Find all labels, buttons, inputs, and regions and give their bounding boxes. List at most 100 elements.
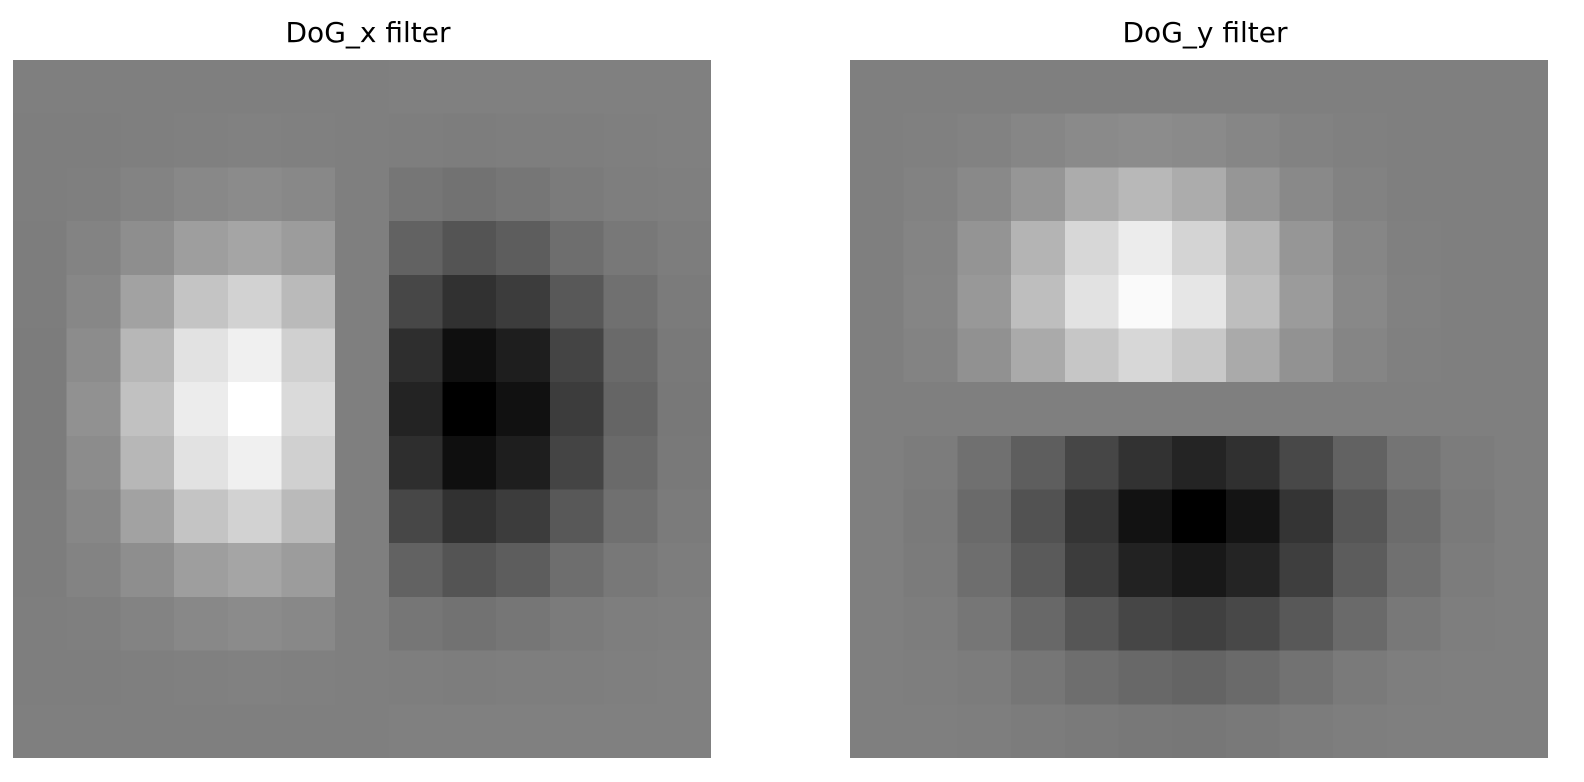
- heatmap-cell-1-r7-c4: [1064, 435, 1120, 491]
- heatmap-cell-0-r5-c7: [388, 328, 444, 383]
- heatmap-cell-0-r10-c4: [227, 596, 283, 652]
- heatmap-cell-1-r12-c2: [957, 704, 1012, 758]
- heatmap-cell-1-r2-c9: [1333, 167, 1388, 222]
- heatmap-cell-0-r12-c9: [496, 704, 551, 758]
- heatmap-cell-1-r8-c2: [957, 489, 1012, 544]
- heatmap-cell-1-r2-c7: [1225, 167, 1281, 222]
- heatmap-cell-0-r11-c9: [496, 650, 551, 705]
- heatmap-cell-1-r6-c11: [1440, 382, 1495, 437]
- heatmap-cell-0-r0-c2: [120, 60, 175, 115]
- heatmap-cell-0-r0-c4: [227, 60, 283, 115]
- heatmap-cell-0-r9-c4: [227, 543, 283, 598]
- heatmap-cell-0-r1-c0: [13, 113, 68, 168]
- heatmap-cell-0-r8-c1: [66, 489, 121, 544]
- heatmap-cell-1-r9-c1: [903, 543, 958, 598]
- heatmap-cell-1-r6-c10: [1386, 382, 1442, 437]
- heatmap-cell-1-r0-c12: [1494, 60, 1548, 115]
- heatmap-cell-0-r5-c12: [657, 328, 711, 383]
- heatmap-cell-0-r12-c7: [388, 704, 444, 758]
- heatmap-cell-1-r8-c3: [1011, 489, 1066, 544]
- heatmap-cell-0-r3-c11: [603, 221, 658, 276]
- heatmap-cell-0-r10-c0: [13, 596, 68, 652]
- heatmap-cell-1-r11-c11: [1440, 650, 1495, 705]
- heatmap-cell-1-r0-c5: [1118, 60, 1173, 115]
- heatmap-cell-1-r1-c0: [850, 113, 905, 168]
- heatmap-cell-0-r12-c1: [66, 704, 121, 758]
- heatmap-cell-1-r4-c8: [1279, 274, 1334, 330]
- heatmap-cell-0-r7-c0: [13, 435, 68, 491]
- heatmap-cell-0-r7-c5: [281, 435, 336, 491]
- heatmap-cell-1-r2-c2: [957, 167, 1012, 222]
- heatmap-cell-0-r6-c4: [227, 382, 283, 437]
- heatmap-cell-0-r0-c12: [657, 60, 711, 115]
- heatmap-cell-0-r0-c3: [174, 60, 229, 115]
- heatmap-cell-1-r6-c5: [1118, 382, 1173, 437]
- heatmap-cell-0-r0-c0: [13, 60, 68, 115]
- heatmap-cell-0-r12-c12: [657, 704, 711, 758]
- heatmap-cell-0-r3-c12: [657, 221, 711, 276]
- heatmap-cell-0-r10-c5: [281, 596, 336, 652]
- heatmap-cell-1-r10-c8: [1279, 596, 1334, 652]
- heatmap-cell-0-r8-c5: [281, 489, 336, 544]
- heatmap-cell-1-r7-c12: [1494, 435, 1548, 491]
- heatmap-cell-0-r9-c0: [13, 543, 68, 598]
- heatmap-cell-0-r5-c1: [66, 328, 121, 383]
- heatmap-cell-1-r2-c12: [1494, 167, 1548, 222]
- heatmap-cell-1-r4-c1: [903, 274, 958, 330]
- heatmap-cell-1-r0-c1: [903, 60, 958, 115]
- heatmap-cell-1-r12-c4: [1064, 704, 1120, 758]
- heatmap-cell-0-r11-c7: [388, 650, 444, 705]
- heatmap-cell-1-r5-c2: [957, 328, 1012, 383]
- heatmap-cell-0-r5-c6: [335, 328, 390, 383]
- heatmap-cell-1-r11-c7: [1225, 650, 1281, 705]
- heatmap-cell-1-r10-c10: [1386, 596, 1442, 652]
- heatmap-cell-1-r2-c1: [903, 167, 958, 222]
- heatmap-cell-0-r10-c8: [442, 596, 497, 652]
- heatmap-cell-1-r0-c3: [1011, 60, 1066, 115]
- heatmap-cell-0-r9-c10: [549, 543, 605, 598]
- heatmap-cell-0-r7-c9: [496, 435, 551, 491]
- heatmap-cell-0-r6-c12: [657, 382, 711, 437]
- heatmap-cell-0-r9-c5: [281, 543, 336, 598]
- heatmap-cell-0-r7-c7: [388, 435, 444, 491]
- heatmap-cell-1-r4-c0: [850, 274, 905, 330]
- heatmap-cell-1-r8-c10: [1386, 489, 1442, 544]
- heatmap-cell-0-r11-c2: [120, 650, 175, 705]
- heatmap-cell-1-r5-c3: [1011, 328, 1066, 383]
- heatmap-cell-0-r11-c5: [281, 650, 336, 705]
- heatmap-cell-0-r10-c12: [657, 596, 711, 652]
- heatmap-cell-0-r3-c4: [227, 221, 283, 276]
- heatmap-cell-1-r0-c10: [1386, 60, 1442, 115]
- heatmap-cell-1-r0-c11: [1440, 60, 1495, 115]
- heatmap-cell-0-r10-c1: [66, 596, 121, 652]
- heatmap-cell-0-r5-c0: [13, 328, 68, 383]
- heatmap-cell-0-r12-c5: [281, 704, 336, 758]
- heatmap-cell-1-r9-c6: [1172, 543, 1227, 598]
- heatmap-cell-1-r3-c11: [1440, 221, 1495, 276]
- heatmap-cell-0-r0-c1: [66, 60, 121, 115]
- heatmap-cell-1-r12-c3: [1011, 704, 1066, 758]
- heatmap-cell-1-r11-c1: [903, 650, 958, 705]
- heatmap-cell-1-r3-c7: [1225, 221, 1281, 276]
- heatmap-cell-1-r4-c2: [957, 274, 1012, 330]
- heatmap-cell-0-r3-c2: [120, 221, 175, 276]
- heatmap-cell-0-r7-c8: [442, 435, 497, 491]
- heatmap-cell-1-r1-c4: [1064, 113, 1120, 168]
- heatmap-cell-1-r7-c5: [1118, 435, 1173, 491]
- heatmap-cell-0-r1-c10: [549, 113, 605, 168]
- heatmap-cell-1-r7-c7: [1225, 435, 1281, 491]
- heatmap-cell-1-r0-c6: [1172, 60, 1227, 115]
- heatmap-cell-1-r5-c10: [1386, 328, 1442, 383]
- heatmap-cell-0-r12-c8: [442, 704, 497, 758]
- heatmap-cell-0-r8-c11: [603, 489, 658, 544]
- heatmap-cell-1-r1-c3: [1011, 113, 1066, 168]
- heatmap-cell-1-r10-c12: [1494, 596, 1548, 652]
- heatmap-cell-1-r10-c1: [903, 596, 958, 652]
- heatmap-cell-0-r9-c9: [496, 543, 551, 598]
- heatmap-cell-0-r1-c2: [120, 113, 175, 168]
- heatmap-cell-1-r8-c6: [1172, 489, 1227, 544]
- heatmap-cell-1-r7-c2: [957, 435, 1012, 491]
- heatmap-cell-0-r5-c8: [442, 328, 497, 383]
- heatmap-cell-0-r8-c4: [227, 489, 283, 544]
- heatmap-cell-1-r6-c8: [1279, 382, 1334, 437]
